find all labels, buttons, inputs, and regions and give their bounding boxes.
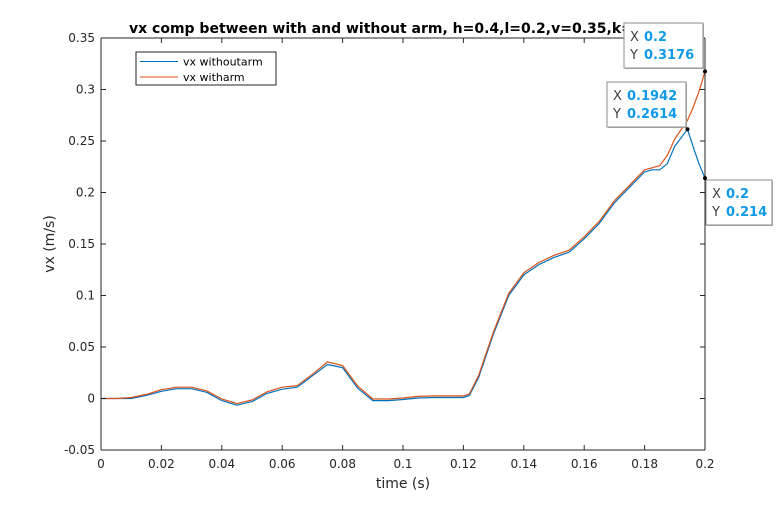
series-line-withoutarm[interactable]: [101, 128, 706, 406]
datatip-x-key: X: [712, 187, 721, 202]
legend-box: [135, 51, 277, 86]
x-tick-label: 0.18: [631, 457, 658, 471]
datatip[interactable]: X 0.1942 Y 0.2614: [606, 81, 690, 132]
x-tick-label: 0.06: [269, 457, 296, 471]
datatip-box: [623, 22, 704, 69]
legend[interactable]: vx withoutarm vx witharm: [135, 51, 277, 86]
datatip-x-key: X: [613, 89, 622, 104]
x-tick-label: 0: [97, 457, 105, 471]
datatip-box: [606, 81, 687, 128]
datatip-x-value: 0.2: [644, 30, 667, 45]
chart-title: vx comp between with and without arm, h=…: [129, 21, 658, 37]
y-tick-label: 0.05: [68, 340, 95, 354]
datatip-y-value: 0.2614: [627, 107, 677, 122]
datatip-x-key: X: [630, 30, 639, 45]
legend-label-withoutarm: vx withoutarm: [183, 56, 263, 69]
datatip-marker: [703, 176, 707, 181]
x-tick-label: 0.2: [695, 457, 714, 471]
y-tick-label: 0.1: [76, 289, 95, 303]
y-axis-label: vx (m/s): [42, 215, 58, 273]
series-line-witharm[interactable]: [101, 71, 706, 405]
x-tick-label: 0.02: [148, 457, 175, 471]
x-tick-label: 0.04: [208, 457, 235, 471]
datatip-y-value: 0.3176: [644, 48, 694, 63]
ticks-layer: 0 0.02 0.04 0.06 0.08 0.1 0.12 0.14 0.16 0.18 0.2 -…: [64, 31, 715, 471]
y-tick-label: 0.35: [68, 31, 95, 45]
datatip-y-value: 0.214: [726, 205, 767, 220]
datatip-marker: [703, 69, 707, 74]
datatip[interactable]: X 0.2 Y 0.3176: [623, 22, 707, 74]
plot-area[interactable]: [101, 38, 705, 450]
x-tick-label: 0.16: [571, 457, 598, 471]
y-tick-label: 0.15: [68, 237, 95, 251]
x-tick-label: 0.1: [393, 457, 412, 471]
x-tick-label: 0.12: [450, 457, 477, 471]
y-tick-label: 0.25: [68, 134, 95, 148]
datatip-y-key: Y: [711, 205, 720, 220]
y-tick-label: 0.3: [76, 83, 95, 97]
x-axis-label: time (s): [376, 476, 430, 492]
legend-label-witharm: vx witharm: [183, 71, 245, 84]
datatips-layer: X 0.2 Y 0.3176 X 0.1942 Y 0.2614 X 0.2 Y 0.214: [606, 22, 773, 226]
data-layer: [101, 71, 706, 406]
datatip-y-key: Y: [612, 107, 621, 122]
y-tick-label: -0.05: [64, 443, 95, 457]
datatip[interactable]: X 0.2 Y 0.214: [703, 176, 773, 226]
y-tick-label: 0.2: [76, 186, 95, 200]
datatip-y-key: Y: [629, 48, 638, 63]
x-tick-label: 0.14: [510, 457, 537, 471]
y-tick-label: 0: [87, 392, 95, 406]
datatip-marker: [685, 127, 690, 132]
x-tick-label: 0.08: [329, 457, 356, 471]
datatip-x-value: 0.1942: [627, 89, 677, 104]
datatip-x-value: 0.2: [726, 187, 749, 202]
datatip-box: [705, 179, 773, 226]
